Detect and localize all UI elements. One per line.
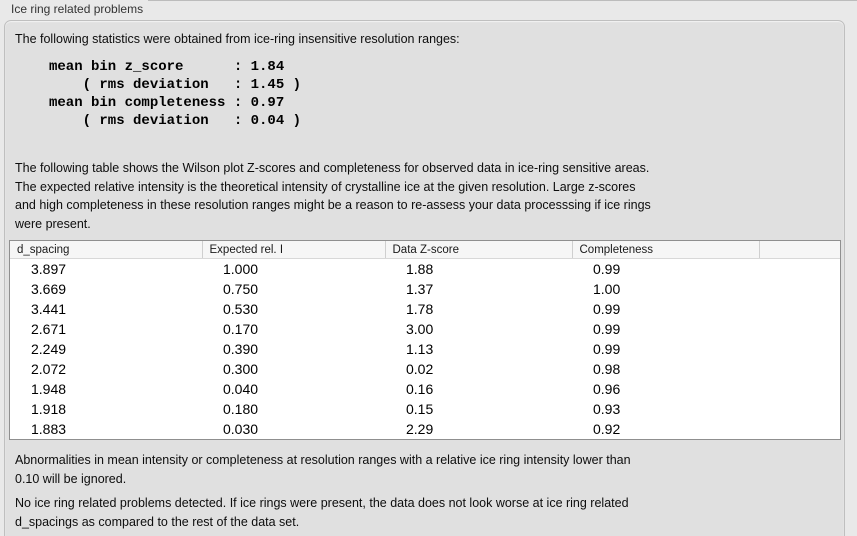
- table-row[interactable]: 3.669 0.750 1.37 1.00: [10, 279, 840, 299]
- table-cell: 0.530: [223, 301, 259, 317]
- description-line: The following table shows the Wilson plo…: [15, 161, 650, 175]
- table-cell: 0.15: [406, 401, 434, 417]
- column-header-d-spacing[interactable]: d_spacing: [10, 241, 202, 259]
- stats-line: mean bin completeness : 0.97: [49, 95, 285, 111]
- column-header-expected-rel-i[interactable]: Expected rel. I: [201, 241, 385, 259]
- column-header-data-z-score[interactable]: Data Z-score: [384, 241, 572, 259]
- table-row[interactable]: 2.671 0.170 3.00 0.99: [10, 319, 840, 339]
- footnote-text: Abnormalities in mean intensity or compl…: [15, 451, 631, 488]
- table-cell: [759, 259, 840, 280]
- table-cell: 0.180: [223, 401, 259, 417]
- panel-body: The following statistics were obtained f…: [4, 20, 845, 536]
- table-cell: 1.78: [406, 301, 434, 317]
- table-cell: 3.00: [406, 321, 434, 337]
- table-cell: 3.441: [31, 301, 67, 317]
- table-cell: [759, 399, 840, 419]
- table-cell: 0.92: [593, 421, 621, 437]
- column-header-empty[interactable]: [758, 241, 840, 259]
- column-header-completeness[interactable]: Completeness: [571, 241, 759, 259]
- table-row[interactable]: 2.249 0.390 1.13 0.99: [10, 339, 840, 359]
- table-cell: 0.99: [593, 301, 621, 317]
- table-cell: 0.030: [223, 421, 259, 437]
- table-cell: 1.883: [31, 421, 67, 437]
- table-body: 3.897 1.000 1.88 0.99 3.669 0.750 1.37 1.00 3.44…: [10, 259, 840, 440]
- table-cell: 0.300: [223, 361, 259, 377]
- table-cell: 0.390: [223, 341, 259, 357]
- table-cell: [759, 419, 840, 439]
- groupbox-top-rule: [148, 0, 857, 1]
- conclusion-line: No ice ring related problems detected. I…: [15, 496, 629, 510]
- table-cell: 1.37: [406, 281, 434, 297]
- stats-line: ( rms deviation : 0.04 ): [49, 113, 302, 129]
- intro-text: The following statistics were obtained f…: [15, 32, 460, 46]
- table-cell: 0.16: [406, 381, 434, 397]
- table-cell: 0.040: [223, 381, 259, 397]
- panel-title: Ice ring related problems: [11, 2, 144, 16]
- ice-ring-table: d_spacing Expected rel. I Data Z-score C…: [9, 240, 841, 440]
- table-cell: 1.00: [593, 281, 621, 297]
- stats-line: mean bin z_score : 1.84: [49, 59, 285, 75]
- description-text: The following table shows the Wilson plo…: [15, 159, 651, 233]
- table-cell: 1.000: [223, 261, 259, 277]
- table-cell: 0.99: [593, 321, 621, 337]
- description-line: The expected relative intensity is the t…: [15, 179, 636, 194]
- table-cell: 2.671: [31, 321, 67, 337]
- conclusion-line: d_spacings as compared to the rest of th…: [15, 514, 300, 529]
- table-row[interactable]: 1.918 0.180 0.15 0.93: [10, 399, 840, 419]
- table-cell: 3.669: [31, 281, 67, 297]
- table-cell: [759, 299, 840, 319]
- table-cell: [759, 379, 840, 399]
- table-cell: 1.948: [31, 381, 67, 397]
- table-cell: 0.98: [593, 361, 621, 377]
- description-line: and high completeness in these resolutio…: [15, 198, 651, 212]
- description-line: were present.: [15, 216, 91, 231]
- table-cell: 0.170: [223, 321, 259, 337]
- table-row[interactable]: 1.948 0.040 0.16 0.96: [10, 379, 840, 399]
- table-cell: [759, 339, 840, 359]
- table-cell: 1.13: [406, 341, 434, 357]
- table-row[interactable]: 2.072 0.300 0.02 0.98: [10, 359, 840, 379]
- stats-block: mean bin z_score : 1.84 ( rms deviation …: [49, 58, 301, 130]
- table-cell: 0.93: [593, 401, 621, 417]
- table-cell: 0.99: [593, 341, 621, 357]
- table-cell: 0.02: [406, 361, 434, 377]
- table-cell: 2.072: [31, 361, 67, 377]
- table-row[interactable]: 3.897 1.000 1.88 0.99: [10, 259, 840, 280]
- table-cell: 0.96: [593, 381, 621, 397]
- table-cell: 2.29: [406, 421, 434, 437]
- table-cell: 1.88: [406, 261, 434, 277]
- conclusion-text: No ice ring related problems detected. I…: [15, 494, 629, 531]
- table-cell: 3.897: [31, 261, 67, 277]
- table-row[interactable]: 3.441 0.530 1.78 0.99: [10, 299, 840, 319]
- table-cell: [759, 279, 840, 299]
- table-cell: 2.249: [31, 341, 67, 357]
- footnote-line: 0.10 will be ignored.: [15, 471, 127, 486]
- table-header-row: d_spacing Expected rel. I Data Z-score C…: [10, 241, 840, 259]
- table-cell: 0.750: [223, 281, 259, 297]
- table-cell: [759, 359, 840, 379]
- stats-line: ( rms deviation : 1.45 ): [49, 77, 302, 93]
- table-cell: 0.99: [593, 261, 621, 277]
- table-cell: [759, 319, 840, 339]
- table-cell: 1.918: [31, 401, 67, 417]
- table-row[interactable]: 1.883 0.030 2.29 0.92: [10, 419, 840, 439]
- footnote-line: Abnormalities in mean intensity or compl…: [15, 453, 631, 467]
